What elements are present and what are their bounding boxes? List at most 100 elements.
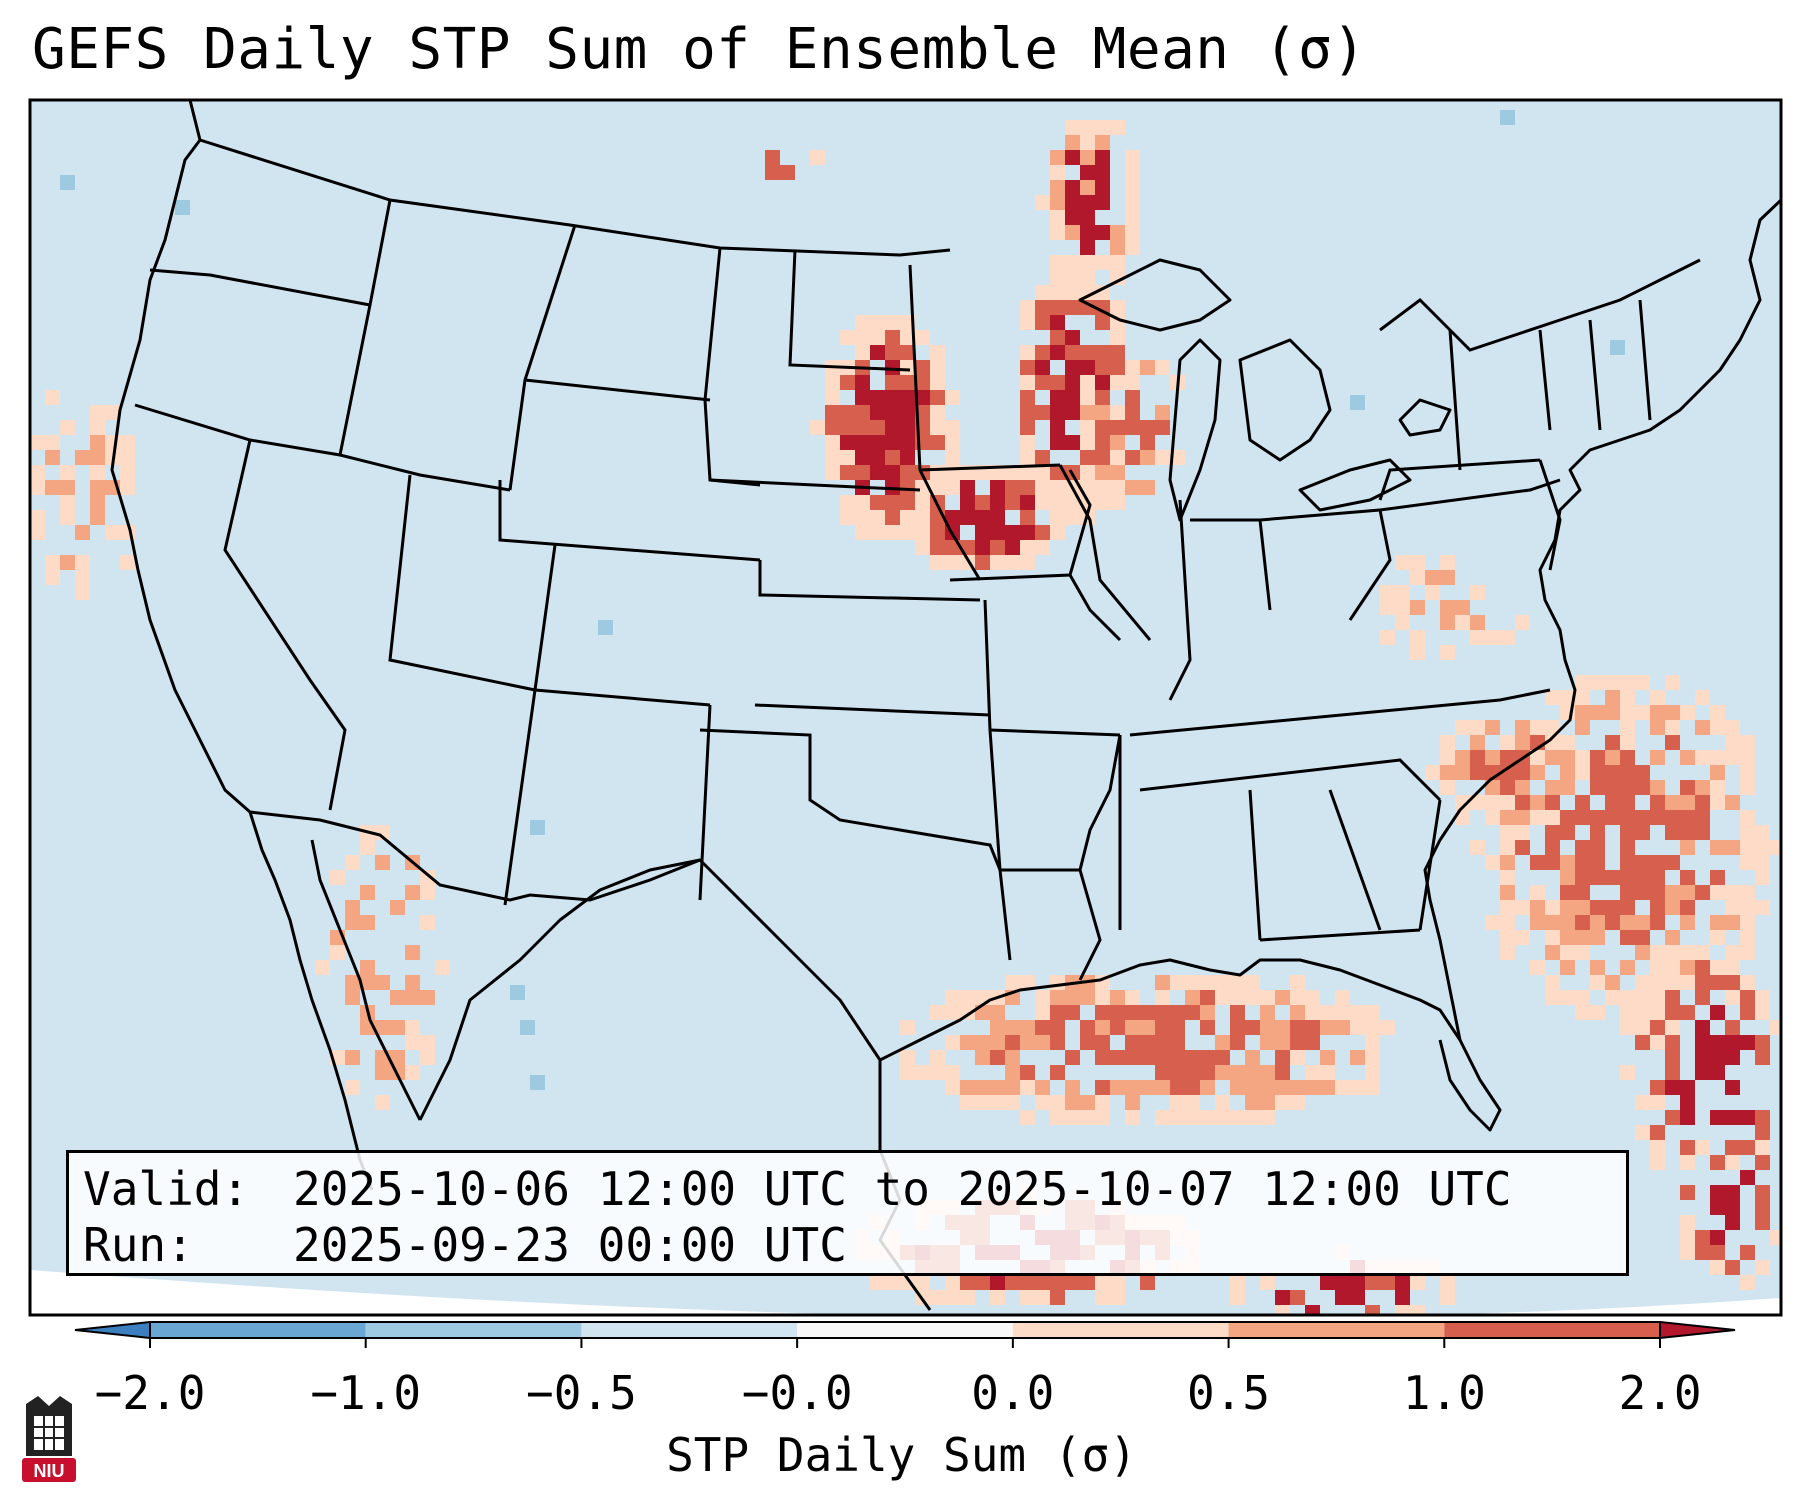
stp-cell [1020,435,1035,450]
stp-cell [1050,495,1065,510]
stp-cell [1635,780,1650,795]
stp-cell [1050,990,1065,1005]
stp-cell [900,345,915,360]
stp-cell [1605,795,1620,810]
stp-cell [1035,1005,1050,1020]
stp-cell [1215,975,1230,990]
stp-cell [1710,1245,1725,1260]
stp-cell [1635,1020,1650,1035]
stp-cell [1740,975,1755,990]
stp-cell [1440,555,1455,570]
stp-cell [45,435,60,450]
stp-cell [1545,975,1560,990]
stp-cell [1545,855,1560,870]
stp-cell [1185,1005,1200,1020]
stp-cell [1155,1080,1170,1095]
stp-cell [1695,960,1710,975]
stp-cell [1710,840,1725,855]
stp-cell [1395,1305,1410,1315]
stp-cell [1275,1095,1290,1110]
stp-cell [1050,225,1065,240]
stp-cell [900,525,915,540]
stp-cell [1080,180,1095,195]
stp-cell [360,975,375,990]
stp-cell [810,150,825,165]
stp-cell [1095,1035,1110,1050]
stp-cell [1575,750,1590,765]
stp-cell [1125,1095,1140,1110]
stp-cell [1530,750,1545,765]
stp-cell [1740,780,1755,795]
stp-cell [1725,1155,1740,1170]
stp-cell [1080,1110,1095,1125]
valid-value: 2025-10-06 12:00 UTC to 2025-10-07 12:00… [293,1162,1512,1216]
stp-cell [1185,990,1200,1005]
stp-cell [1080,120,1095,135]
stp-cell [1260,1065,1275,1080]
stp-cell [120,480,135,495]
stp-cell [1320,1050,1335,1065]
stp-cell [390,900,405,915]
stp-cell [1695,720,1710,735]
stp-cell [1710,975,1725,990]
stp-field [30,110,1781,1315]
stp-cell [1155,1065,1170,1080]
stp-cell [1290,1020,1305,1035]
stp-cell [1740,900,1755,915]
stp-cell [420,1050,435,1065]
stp-cell [1155,975,1170,990]
stp-cell [1680,870,1695,885]
stp-cell [825,375,840,390]
stp-cell [1020,540,1035,555]
stp-cell [1035,990,1050,1005]
stp-cell [1065,180,1080,195]
stp-cell [1140,435,1155,450]
stp-cell [960,1095,975,1110]
stp-cell [1275,990,1290,1005]
stp-cell [1245,990,1260,1005]
stp-cell [1035,1080,1050,1095]
stp-cell [1020,450,1035,465]
stp-cell [1095,225,1110,240]
stp-cell [375,1065,390,1080]
stp-cell [1185,1110,1200,1125]
stp-cell [1110,1290,1125,1305]
stp-cell [1200,1080,1215,1095]
stp-cell [1470,795,1485,810]
stp-cell [1305,1080,1320,1095]
stp-cell [1650,810,1665,825]
stp-cell [1650,885,1665,900]
stp-cell [900,495,915,510]
stp-cell [1125,1080,1140,1095]
stp-cell [1635,765,1650,780]
stp-cell [945,420,960,435]
stp-cell [1575,690,1590,705]
stp-cell [870,390,885,405]
stp-cell [1650,975,1665,990]
stp-cell [1665,990,1680,1005]
stp-cell [435,960,450,975]
stp-cell [1005,1065,1020,1080]
stp-cell [1680,750,1695,765]
stp-cell [360,885,375,900]
stp-cell [825,465,840,480]
stp-cell [1050,1065,1065,1080]
stp-cell [1725,975,1740,990]
stp-cell [1080,345,1095,360]
stp-cell [1665,975,1680,990]
stp-cell [1425,570,1440,585]
stp-cell [1200,1020,1215,1035]
stp-cell [825,405,840,420]
stp-cell [1050,165,1065,180]
stp-cell [915,510,930,525]
stp-cell [1245,1020,1260,1035]
stp-cell [1440,570,1455,585]
stp-cell [1530,795,1545,810]
stp-cell [1755,855,1770,870]
stp-cell [1080,225,1095,240]
stp-cell [1095,285,1110,300]
stp-cell [1545,750,1560,765]
stp-cell [1050,195,1065,210]
stp-cell [1695,795,1710,810]
stp-cell [1485,810,1500,825]
